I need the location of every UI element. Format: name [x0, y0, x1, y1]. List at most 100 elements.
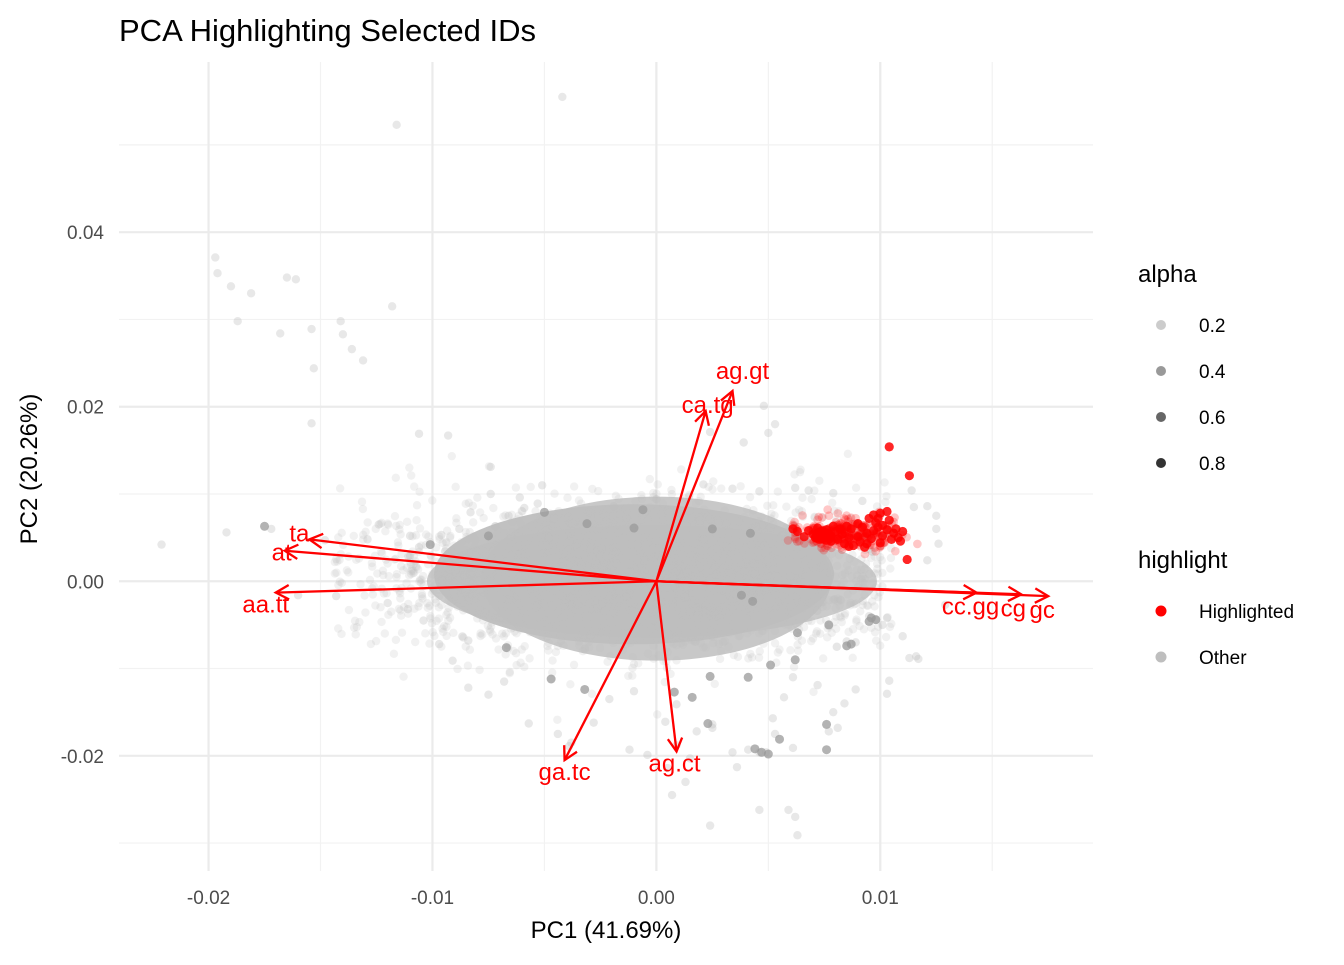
point-other — [759, 639, 768, 648]
alpha-legend-key — [1156, 412, 1166, 422]
point-other — [618, 530, 627, 539]
point-other — [591, 524, 601, 534]
point-other — [473, 493, 482, 502]
point-other — [583, 610, 592, 620]
point-other — [416, 575, 425, 584]
point-other — [589, 558, 598, 567]
point-other — [525, 654, 534, 663]
point-other — [392, 120, 401, 130]
point-other — [791, 812, 800, 822]
point-other — [376, 603, 385, 612]
point-other — [724, 642, 733, 651]
point-other — [660, 523, 669, 532]
point-other — [788, 550, 798, 559]
point-other — [592, 609, 602, 619]
point-other — [640, 558, 649, 568]
point-other — [363, 535, 372, 544]
point-other — [798, 570, 807, 579]
point-other — [631, 496, 640, 506]
point-other — [710, 679, 719, 689]
point-other — [461, 642, 470, 651]
point-other — [474, 569, 484, 578]
point-highlighted — [913, 539, 922, 549]
point-other — [575, 537, 585, 546]
point-other — [815, 476, 824, 485]
point-other — [695, 520, 705, 529]
point-other — [411, 531, 421, 540]
point-other — [740, 608, 750, 617]
point-other — [623, 585, 632, 594]
point-other — [577, 560, 586, 570]
point-other — [802, 595, 811, 604]
point-other — [819, 566, 828, 576]
point-other-dark — [824, 620, 834, 630]
point-other — [337, 629, 346, 639]
point-other — [457, 549, 467, 559]
point-other — [512, 629, 521, 638]
point-other — [484, 690, 493, 699]
point-highlighted — [891, 546, 900, 556]
point-other — [756, 591, 765, 600]
point-other — [663, 566, 672, 575]
point-other — [787, 554, 797, 564]
point-other — [607, 599, 616, 608]
point-other — [519, 553, 528, 562]
point-other — [645, 570, 654, 580]
point-other — [689, 572, 699, 582]
point-other — [691, 637, 700, 646]
point-other — [438, 624, 447, 633]
point-other — [417, 589, 427, 599]
point-other — [560, 553, 569, 562]
point-other — [625, 589, 634, 598]
point-other — [445, 533, 455, 542]
x-tick-label: 0.01 — [862, 888, 899, 909]
point-other — [797, 636, 807, 645]
point-other — [800, 598, 809, 607]
point-other — [517, 542, 526, 552]
point-other — [451, 543, 461, 553]
point-other — [720, 587, 729, 596]
point-other — [508, 623, 517, 632]
point-other — [690, 582, 700, 592]
point-other — [749, 559, 759, 568]
point-other — [414, 602, 423, 611]
point-other — [514, 546, 524, 555]
point-highlighted — [844, 541, 854, 551]
point-other — [351, 630, 360, 639]
point-other — [629, 659, 639, 669]
point-other — [586, 605, 595, 614]
point-other — [516, 658, 525, 667]
point-other — [564, 575, 573, 584]
point-other — [622, 513, 631, 522]
point-other — [759, 626, 768, 635]
point-other — [499, 532, 508, 541]
point-other — [504, 572, 513, 582]
point-highlighted — [891, 524, 901, 534]
point-other — [618, 550, 628, 560]
point-other — [807, 494, 816, 504]
point-other — [565, 537, 574, 546]
point-other — [795, 577, 805, 587]
point-other — [718, 585, 728, 595]
point-other — [798, 512, 808, 521]
point-other — [634, 533, 643, 543]
point-other — [620, 554, 629, 563]
point-other — [558, 92, 567, 102]
point-other — [418, 594, 427, 603]
point-other — [681, 593, 690, 602]
point-other — [605, 522, 614, 531]
point-other — [686, 550, 695, 559]
point-other — [539, 618, 549, 627]
point-highlighted — [884, 515, 894, 525]
point-other — [564, 507, 573, 517]
point-other — [513, 575, 523, 585]
y-tick-label: 0.02 — [67, 398, 104, 419]
point-highlighted — [853, 519, 863, 529]
point-other — [405, 531, 415, 541]
point-other — [543, 541, 553, 550]
point-other — [673, 631, 682, 641]
point-other — [563, 618, 573, 628]
point-other — [682, 521, 691, 531]
point-other — [475, 508, 485, 517]
